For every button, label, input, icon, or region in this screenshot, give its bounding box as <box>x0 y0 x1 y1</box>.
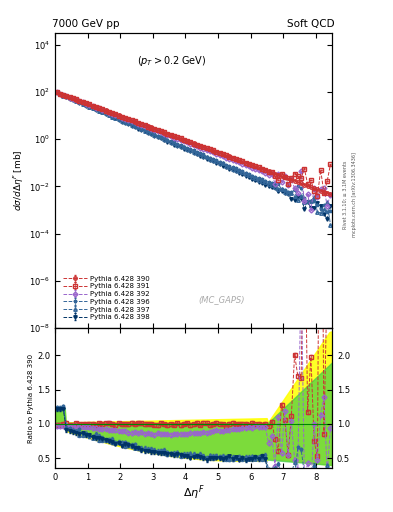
Text: $(p_T > 0.2\;\mathrm{GeV})$: $(p_T > 0.2\;\mathrm{GeV})$ <box>137 54 206 68</box>
Text: Soft QCD: Soft QCD <box>287 19 335 29</box>
Text: (MC_GAPS): (MC_GAPS) <box>198 295 244 305</box>
Y-axis label: Ratio to Pythia 6.428 390: Ratio to Pythia 6.428 390 <box>28 354 34 443</box>
Text: 7000 GeV pp: 7000 GeV pp <box>52 19 120 29</box>
Text: mcplots.cern.ch [arXiv:1306.3436]: mcplots.cern.ch [arXiv:1306.3436] <box>352 152 357 237</box>
Y-axis label: $d\sigma/d\Delta\eta^F\;[\mathrm{mb}]$: $d\sigma/d\Delta\eta^F\;[\mathrm{mb}]$ <box>12 150 26 211</box>
X-axis label: $\Delta\eta^F$: $\Delta\eta^F$ <box>183 484 204 502</box>
Legend: Pythia 6.428 390, Pythia 6.428 391, Pythia 6.428 392, Pythia 6.428 396, Pythia 6: Pythia 6.428 390, Pythia 6.428 391, Pyth… <box>61 274 152 322</box>
Text: Rivet 3.1.10; ≥ 3.1M events: Rivet 3.1.10; ≥ 3.1M events <box>343 160 348 229</box>
